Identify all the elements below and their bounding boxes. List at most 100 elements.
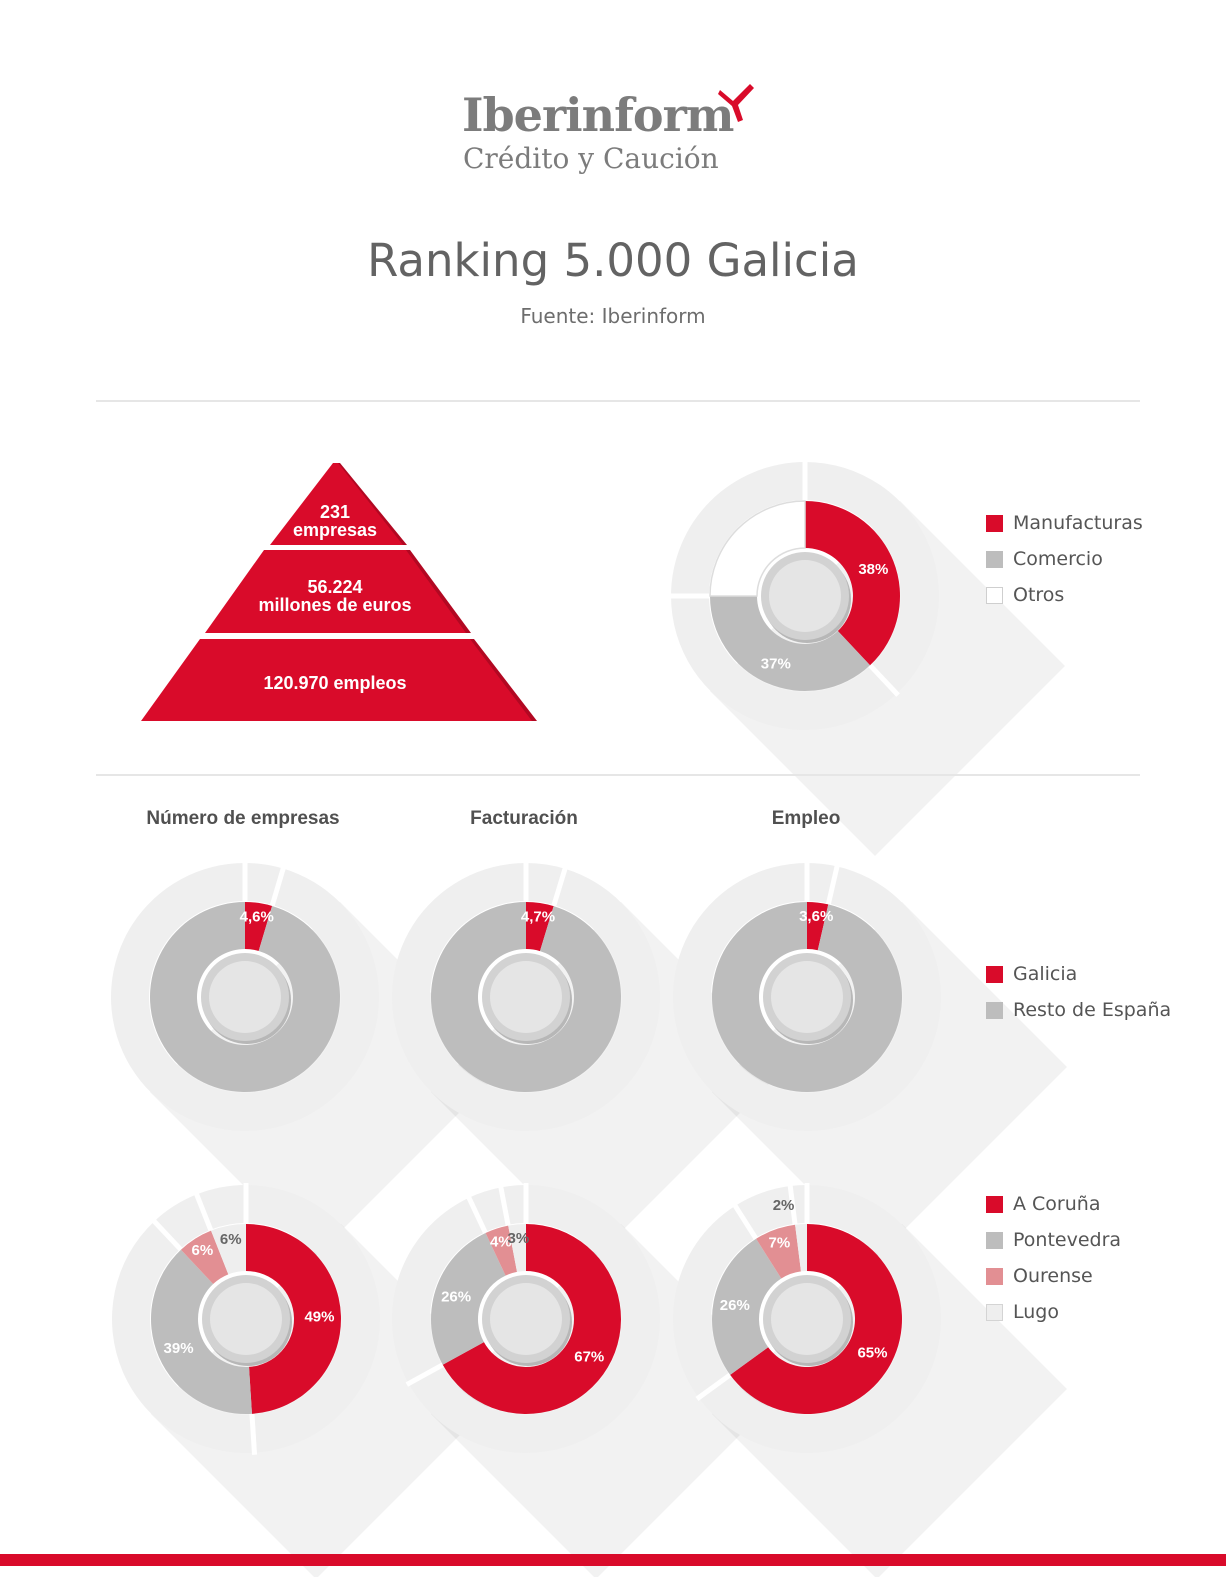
divider — [96, 774, 1140, 776]
slice-manufacturas — [805, 501, 900, 666]
slice-ourense — [180, 1230, 229, 1285]
hub-center — [209, 961, 281, 1033]
outer-ring-segment — [196, 1185, 246, 1230]
ring-gap — [269, 865, 287, 909]
legend-swatch — [986, 1267, 1003, 1285]
legend-item-galicia: Galicia — [986, 963, 1077, 985]
data-label: 39% — [164, 1340, 194, 1357]
column-title-facturacion: Facturación — [470, 808, 578, 829]
legend-item-pontevedra: Pontevedra — [986, 1229, 1121, 1251]
legend-label: Resto de España — [1013, 999, 1172, 1021]
data-label: 6% — [191, 1242, 213, 1259]
revenue-label: millones de euros — [258, 595, 412, 615]
slice-resto-de-españa — [150, 902, 340, 1092]
slice-pontevedra — [150, 1249, 252, 1414]
slice-galicia — [245, 902, 273, 951]
ring-gap — [193, 1191, 215, 1234]
outer-ring-segment — [112, 1221, 255, 1453]
legend-swatch — [986, 1001, 1003, 1019]
ring-gap — [732, 1202, 760, 1242]
ring-gap — [695, 1371, 734, 1401]
data-label: 37% — [761, 655, 791, 672]
ring-gap — [550, 866, 568, 909]
legend-swatch — [986, 550, 1003, 568]
slice-lugo — [508, 1224, 526, 1272]
outer-ring-segment — [698, 1185, 941, 1453]
province-empresas-donut-chart: 49% 39% 6% 6% — [112, 1183, 506, 1577]
slice-comercio — [710, 596, 871, 692]
legend-swatch — [986, 514, 1003, 532]
data-label: 4,7% — [521, 908, 555, 925]
hub-center — [769, 560, 841, 632]
data-label: 26% — [441, 1288, 471, 1305]
legend-label: Manufacturas — [1013, 512, 1143, 534]
ring-gap — [787, 1183, 798, 1228]
hub-center — [771, 961, 843, 1033]
legend-swatch — [986, 965, 1003, 983]
hub-center — [210, 1283, 282, 1355]
data-label: 7% — [769, 1234, 791, 1251]
ring-gap — [465, 1194, 489, 1236]
legend-label: Ourense — [1013, 1265, 1093, 1287]
province-empleo-donut-chart: 65% 26% 7% 2% — [673, 1183, 1067, 1577]
slice-lugo — [211, 1224, 246, 1275]
data-label: 65% — [857, 1344, 887, 1361]
slice-lugo — [795, 1224, 807, 1272]
outer-ring-segment — [392, 1197, 486, 1384]
revenue-amount: 56.224 — [307, 577, 363, 597]
slice-otros — [709, 500, 806, 597]
slice-ourense — [756, 1224, 801, 1279]
legend-item-comercio: Comercio — [986, 548, 1103, 570]
legend-label: Pontevedra — [1013, 1229, 1122, 1251]
pyramid-graphic — [141, 463, 537, 721]
hub-center — [771, 1283, 843, 1355]
slice-ourense — [485, 1225, 518, 1276]
legend-swatch — [986, 1195, 1003, 1213]
hub-center — [490, 961, 562, 1033]
outer-ring-segment — [673, 1205, 756, 1398]
legend-swatch — [986, 1231, 1003, 1249]
outer-ring-segment — [671, 596, 897, 730]
slice-resto-de-españa — [712, 902, 902, 1092]
legend-label: Otros — [1013, 584, 1065, 606]
data-label: 38% — [858, 561, 888, 578]
pyramid-tier-revenue: 56.224 millones de euros — [205, 578, 465, 614]
brand-tagline: Crédito y Caución — [463, 142, 719, 175]
data-label: 2% — [773, 1197, 795, 1214]
hub-center — [490, 1283, 562, 1355]
sector-donut-chart: 38% 37% — [669, 460, 1065, 856]
legend-label: Galicia — [1013, 963, 1078, 985]
data-label: 3,6% — [799, 908, 833, 925]
data-label: 67% — [574, 1348, 604, 1365]
legend-item-manufacturas: Manufacturas — [986, 512, 1143, 534]
ring-gap — [405, 1361, 446, 1387]
share-facturacion-donut-chart: 4,7% — [392, 861, 786, 1257]
legend-item-a-coruna: A Coruña — [986, 1193, 1100, 1215]
companies-count: 231 — [319, 502, 351, 522]
legend-label: Comercio — [1013, 548, 1103, 570]
outer-ring-segment — [246, 1185, 380, 1453]
outer-ring-segment — [408, 1185, 660, 1453]
legend-item-resto-espana: Resto de España — [986, 999, 1171, 1021]
page-title: Ranking 5.000 Galicia — [367, 234, 859, 287]
slice-pontevedra — [431, 1233, 506, 1365]
slice-a-coruña — [246, 1224, 342, 1414]
outer-ring-segment — [468, 1187, 509, 1233]
slice-a-coruña — [442, 1224, 621, 1414]
data-label: 49% — [304, 1309, 334, 1326]
ring-gap — [151, 1218, 185, 1253]
slice-a-coruña — [730, 1224, 902, 1414]
slice-resto-de-españa — [431, 902, 621, 1092]
slice-pontevedra — [712, 1238, 782, 1375]
legend-item-lugo: Lugo — [986, 1301, 1059, 1323]
companies-label: empresas — [292, 520, 378, 540]
legend-label: Lugo — [1013, 1301, 1059, 1323]
column-title-empleo: Empleo — [771, 808, 841, 829]
share-empresas-donut-chart: 4,6% — [110, 861, 505, 1257]
data-label: 3% — [507, 1230, 529, 1247]
source-note: Fuente: Iberinform — [520, 304, 706, 328]
legend-item-ourense: Ourense — [986, 1265, 1093, 1287]
footer-accent-bar — [0, 1554, 1226, 1566]
data-label: 4% — [490, 1233, 512, 1250]
